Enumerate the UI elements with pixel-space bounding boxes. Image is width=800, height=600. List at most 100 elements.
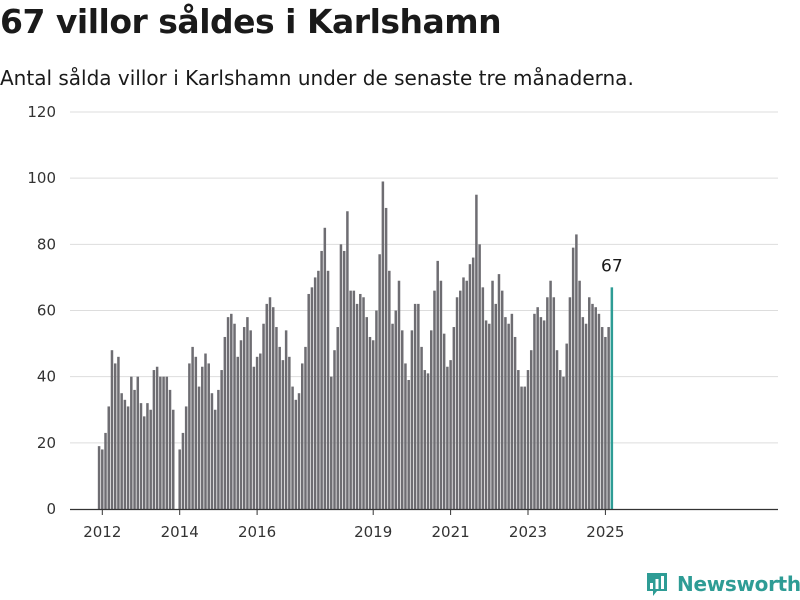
- bar: [201, 366, 204, 509]
- bar: [259, 353, 262, 509]
- bar: [546, 297, 549, 509]
- bar: [142, 416, 146, 509]
- bar: [426, 373, 430, 509]
- bar: [488, 323, 491, 509]
- bar: [407, 379, 410, 509]
- bar: [378, 254, 381, 509]
- bar: [210, 393, 214, 509]
- bar: [107, 406, 110, 509]
- bar: [255, 356, 259, 509]
- bar: [304, 346, 307, 509]
- bar: [388, 270, 391, 509]
- bar: [339, 244, 343, 509]
- newsworthy-brand-name: Newsworthy: [677, 572, 800, 596]
- bar: [136, 376, 140, 509]
- x-tick-label: 2025: [586, 523, 624, 541]
- bar: [252, 366, 256, 509]
- bar: [452, 327, 456, 509]
- bar: [191, 346, 194, 509]
- bar: [181, 432, 185, 509]
- x-tick-label: 2012: [83, 523, 121, 541]
- bar: [413, 303, 417, 509]
- bar: [320, 250, 323, 509]
- bar: [120, 393, 123, 509]
- bar: [233, 323, 236, 509]
- bar: [565, 343, 568, 509]
- bar: [284, 330, 288, 509]
- bar: [310, 287, 314, 509]
- bar: [533, 313, 536, 509]
- bar: [539, 317, 543, 509]
- bar: [172, 409, 175, 509]
- bar: [430, 330, 433, 509]
- bar: [562, 376, 565, 509]
- bar: [497, 274, 501, 509]
- bar: [400, 330, 404, 509]
- bar: [465, 280, 468, 509]
- newsworthy-logo: Newsworthy: [645, 569, 800, 599]
- bar: [410, 330, 414, 509]
- bar: [236, 356, 239, 509]
- bar: [368, 336, 372, 509]
- bar: [333, 350, 336, 509]
- bar: [271, 307, 275, 509]
- bar: [336, 327, 339, 509]
- x-tick-label: 2014: [161, 523, 199, 541]
- y-tick-label: 20: [37, 434, 56, 452]
- bar: [159, 376, 162, 509]
- bar: [362, 297, 365, 509]
- y-tick-label: 100: [27, 169, 56, 187]
- bar: [494, 303, 497, 509]
- bar: [275, 327, 278, 509]
- bar: [455, 297, 459, 509]
- bar: [571, 247, 575, 509]
- bar: [223, 336, 227, 509]
- bar: [468, 264, 472, 509]
- bar: [184, 406, 188, 509]
- x-tick-label: 2016: [238, 523, 276, 541]
- bar: [481, 287, 485, 509]
- bar: [178, 449, 181, 509]
- bar: [436, 260, 439, 510]
- newsworthy-logo-icon: [647, 572, 667, 596]
- bar: [281, 360, 285, 510]
- bar: [317, 270, 320, 509]
- bar: [239, 340, 243, 509]
- bar: [604, 336, 607, 509]
- bar: [491, 280, 494, 509]
- bar: [404, 363, 407, 509]
- bar: [220, 370, 223, 509]
- bar: [110, 350, 114, 509]
- bar: [417, 303, 420, 509]
- bar: [101, 449, 104, 509]
- bar: [475, 194, 478, 509]
- bar: [420, 346, 423, 509]
- bar: [520, 386, 523, 509]
- bar: [197, 386, 201, 509]
- bar: [600, 327, 604, 509]
- bar: [230, 313, 233, 509]
- bar: [262, 323, 265, 509]
- bar: [152, 370, 156, 509]
- bar: [355, 303, 359, 509]
- bar: [294, 399, 298, 509]
- bar: [446, 366, 449, 509]
- bar: [359, 293, 362, 509]
- bar: [462, 277, 465, 509]
- bar: [578, 280, 581, 509]
- bar: [591, 303, 594, 509]
- bar: [97, 446, 101, 509]
- bar: [349, 290, 352, 509]
- bar: [346, 211, 349, 509]
- bar: [149, 409, 152, 509]
- bar: [597, 313, 601, 509]
- bar-highlight: [610, 287, 614, 509]
- bar: [523, 386, 527, 509]
- bar: [529, 350, 533, 509]
- bar: [500, 290, 504, 509]
- bar: [268, 297, 272, 509]
- bar: [165, 376, 169, 509]
- bar: [542, 320, 546, 509]
- bar: [194, 356, 198, 509]
